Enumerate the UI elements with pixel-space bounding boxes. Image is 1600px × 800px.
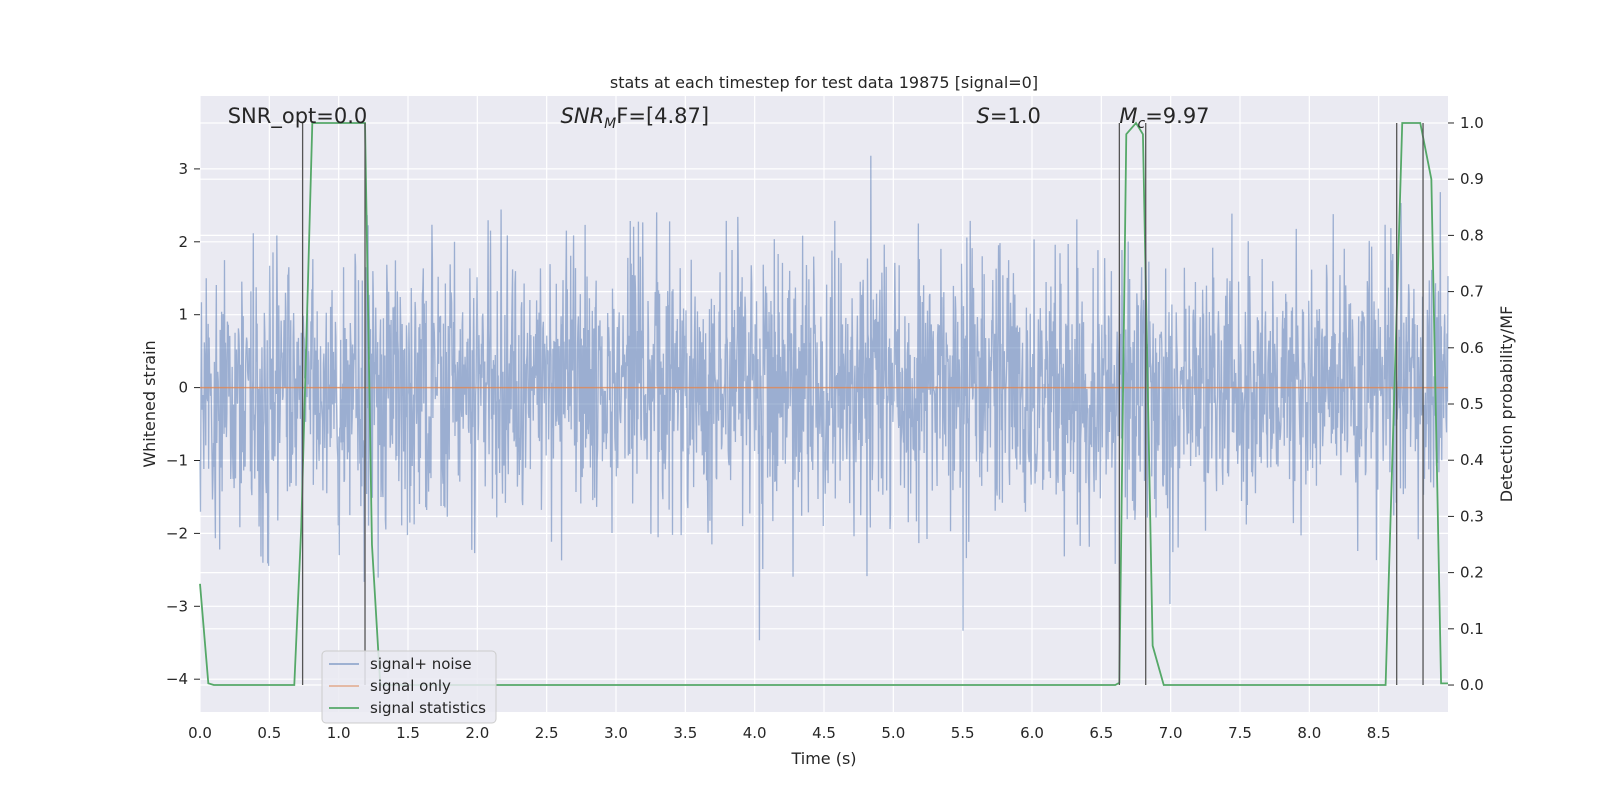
legend-label-noise: signal+ noise: [370, 655, 472, 673]
x-tick-label: 8.0: [1297, 724, 1321, 742]
annotation-subscript: c: [1137, 116, 1145, 132]
series-signal-statistics: [199, 121, 1448, 686]
annotation-part: =1.0: [990, 104, 1041, 128]
x-tick-label: 5.5: [951, 724, 975, 742]
annotations: SNR_opt=0.0 SNRMF=[4.87] S=1.0 Mc=9.97: [228, 104, 1210, 132]
x-tick-label: 4.0: [743, 724, 767, 742]
x-axis-label: Time (s): [790, 749, 856, 768]
x-tick-label: 3.5: [673, 724, 697, 742]
annotation-part: S: [977, 104, 990, 128]
y2-tick-label: 0.2: [1460, 564, 1484, 582]
x-tick-label: 2.5: [535, 724, 559, 742]
y2-tick-label: 0.4: [1460, 451, 1484, 469]
annotation-part: M: [1119, 104, 1137, 128]
y2-tick-label: 0.1: [1460, 620, 1484, 638]
series-layer: [199, 121, 1449, 686]
y-tick-label: −1: [166, 451, 188, 469]
chart-title: stats at each timestep for test data 198…: [610, 73, 1038, 92]
annotation-part: SNR_opt=0.0: [228, 104, 368, 129]
x-tick-label: 0.0: [188, 724, 212, 742]
y-tick-label: 3: [178, 160, 188, 178]
x-tick-label: 4.5: [812, 724, 836, 742]
x-tick-label: 3.0: [604, 724, 628, 742]
x-tick-label: 1.0: [327, 724, 351, 742]
event-markers: [301, 122, 1424, 686]
legend-label-signal: signal only: [370, 677, 451, 695]
y-axis-label: Whitened strain: [140, 340, 159, 467]
y2-tick-label: 0.5: [1460, 395, 1484, 413]
annotation-part: F=[4.87]: [616, 104, 709, 128]
series-signal-noise: [199, 155, 1449, 641]
annotation: Mc=9.97: [1119, 104, 1209, 132]
x-tick-label: 6.5: [1089, 724, 1113, 742]
annotation-part: SNR: [561, 104, 605, 128]
y2-tick-label: 0.8: [1460, 226, 1484, 244]
tick-labels: 0.0 0.5 1.0 1.5 2.0 2.5 3.0 3.5 4.0 4.5 5.0 5.5 6.0 6…: [166, 114, 1484, 742]
y-tick-label: 1: [178, 306, 188, 324]
y-tick-label: −2: [166, 524, 188, 542]
y-tick-label: −4: [166, 670, 188, 688]
legend-box: [321, 650, 497, 724]
y-tick-label: −3: [166, 597, 188, 615]
x-tick-label: 5.0: [881, 724, 905, 742]
y2-axis-label: Detection probability/MF: [1497, 306, 1516, 503]
x-tick-label: 1.5: [396, 724, 420, 742]
y-tick-label: 2: [178, 233, 188, 251]
y2-tick-label: 0.6: [1460, 339, 1484, 357]
y2-tick-label: 1.0: [1460, 114, 1484, 132]
y2-tick-label: 0.3: [1460, 507, 1484, 525]
y2-tick-label: 0.7: [1460, 283, 1484, 301]
annotation-subscript: M: [604, 116, 616, 132]
annotation: SNRMF=[4.87]: [561, 104, 710, 132]
x-tick-label: 8.5: [1367, 724, 1391, 742]
x-tick-label: 2.0: [465, 724, 489, 742]
annotation: S=1.0: [977, 104, 1041, 128]
x-tick-label: 0.5: [257, 724, 281, 742]
annotation: SNR_opt=0.0: [228, 104, 368, 129]
y2-tick-label: 0.9: [1460, 170, 1484, 188]
annotation-part: =9.97: [1145, 104, 1209, 128]
x-tick-label: 7.0: [1159, 724, 1183, 742]
y2-tick-label: 0.0: [1460, 676, 1484, 694]
legend-label-stats: signal statistics: [370, 699, 486, 717]
x-tick-label: 7.5: [1228, 724, 1252, 742]
legend: signal+ noise signal only signal statist…: [321, 650, 497, 724]
x-tick-label: 6.0: [1020, 724, 1044, 742]
y-tick-label: 0: [178, 379, 188, 397]
